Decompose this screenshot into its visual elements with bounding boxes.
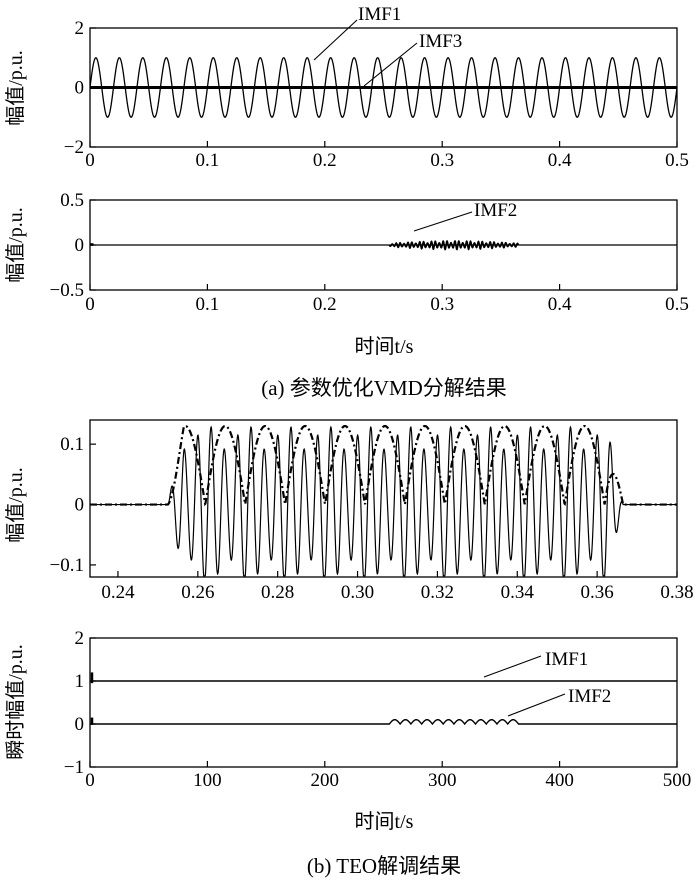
- caption-b: (b) TEO解调结果: [307, 854, 461, 878]
- imf2-leader-line: [413, 211, 473, 232]
- x-tick-label: 0.1: [196, 294, 220, 315]
- x-tick-label: 0.30: [341, 582, 374, 603]
- y-tick-label: 0.1: [60, 434, 84, 455]
- y-tick-label: 2: [75, 18, 85, 39]
- imf1-leader-line: [483, 655, 542, 678]
- x-tick-label: 0: [85, 150, 95, 171]
- x-tick-label: 300: [428, 770, 457, 791]
- x-tick-label: 0.36: [581, 582, 614, 603]
- y-tick-label: −0.1: [50, 555, 84, 576]
- x-axis-label: 时间t/s: [355, 335, 414, 358]
- x-tick-label: 0.5: [665, 294, 689, 315]
- x-tick-label: 200: [311, 770, 340, 791]
- series-imf2-line: [388, 239, 520, 251]
- y-tick-label: 0: [75, 714, 85, 735]
- imf2-annotation: IMF2: [568, 686, 611, 707]
- panel-2: 0 0.1 0.2 0.3 0.4 0.50.50−0.5幅值/p.u. IMF2: [4, 190, 689, 315]
- x-tick-label: 0.5: [665, 150, 689, 171]
- y-tick-label: 0: [75, 495, 85, 516]
- x-tick-label: 0.3: [430, 150, 454, 171]
- y-axis-label: 幅值/p.u.: [4, 50, 27, 126]
- y-tick-label: 0: [75, 78, 85, 99]
- x-tick-label: 0.32: [421, 582, 454, 603]
- x-tick-label: 0.3: [430, 294, 454, 315]
- y-tick-label: −1: [64, 757, 84, 778]
- x-tick-label: 0.24: [101, 582, 135, 603]
- y-tick-label: 0.5: [60, 190, 84, 211]
- x-tick-label: 400: [545, 770, 574, 791]
- imf1-leader-line: [313, 19, 358, 61]
- x-tick-label: 0.4: [548, 294, 572, 315]
- y-axis-label: 幅值/p.u.: [4, 467, 27, 543]
- x-tick-label: 100: [193, 770, 222, 791]
- x-tick-label: 0.2: [313, 294, 337, 315]
- panel-3: 0.24 0.26 0.28 0.30 0.32 0.34 0.36 0.38 0.1 0 −0.1…: [4, 419, 694, 603]
- y-axis-label: 瞬时幅值/p.u.: [4, 644, 27, 760]
- x-tick-label: 500: [663, 770, 692, 791]
- x-tick-label: 0: [85, 294, 95, 315]
- plot-frame: [89, 419, 678, 578]
- imf1-annotation: IMF1: [545, 649, 588, 670]
- imf1-annotation: IMF1: [358, 4, 401, 25]
- y-tick-label: 2: [75, 628, 85, 649]
- imf2-leader-line: [507, 693, 566, 717]
- imf3-annotation: IMF3: [419, 31, 462, 52]
- imf2-annotation: IMF2: [474, 200, 517, 221]
- x-tick-label: 0.38: [660, 582, 693, 603]
- x-tick-label: 0: [85, 770, 95, 791]
- imf3-leader-line: [363, 42, 418, 87]
- series-imf2-line: [90, 718, 677, 726]
- caption-a: (a) 参数优化VMD分解结果: [261, 376, 507, 400]
- y-tick-label: −0.5: [50, 280, 84, 301]
- y-tick-label: 0: [75, 235, 85, 256]
- x-tick-label: 0.26: [181, 582, 214, 603]
- series-envelope-line: [90, 424, 677, 507]
- y-axis-label: 幅值/p.u.: [4, 207, 27, 283]
- plot-frame: [89, 637, 678, 768]
- x-tick-label: 0.1: [196, 150, 220, 171]
- y-tick-label: −2: [64, 137, 84, 158]
- x-tick-label: 0.34: [501, 582, 535, 603]
- series-oscillation-line: [90, 425, 677, 577]
- x-tick-label: 0.2: [313, 150, 337, 171]
- y-tick-label: 1: [75, 671, 85, 692]
- x-axis-label: 时间t/s: [355, 810, 414, 833]
- x-tick-label: 0.4: [548, 150, 572, 171]
- x-tick-label: 0.28: [261, 582, 294, 603]
